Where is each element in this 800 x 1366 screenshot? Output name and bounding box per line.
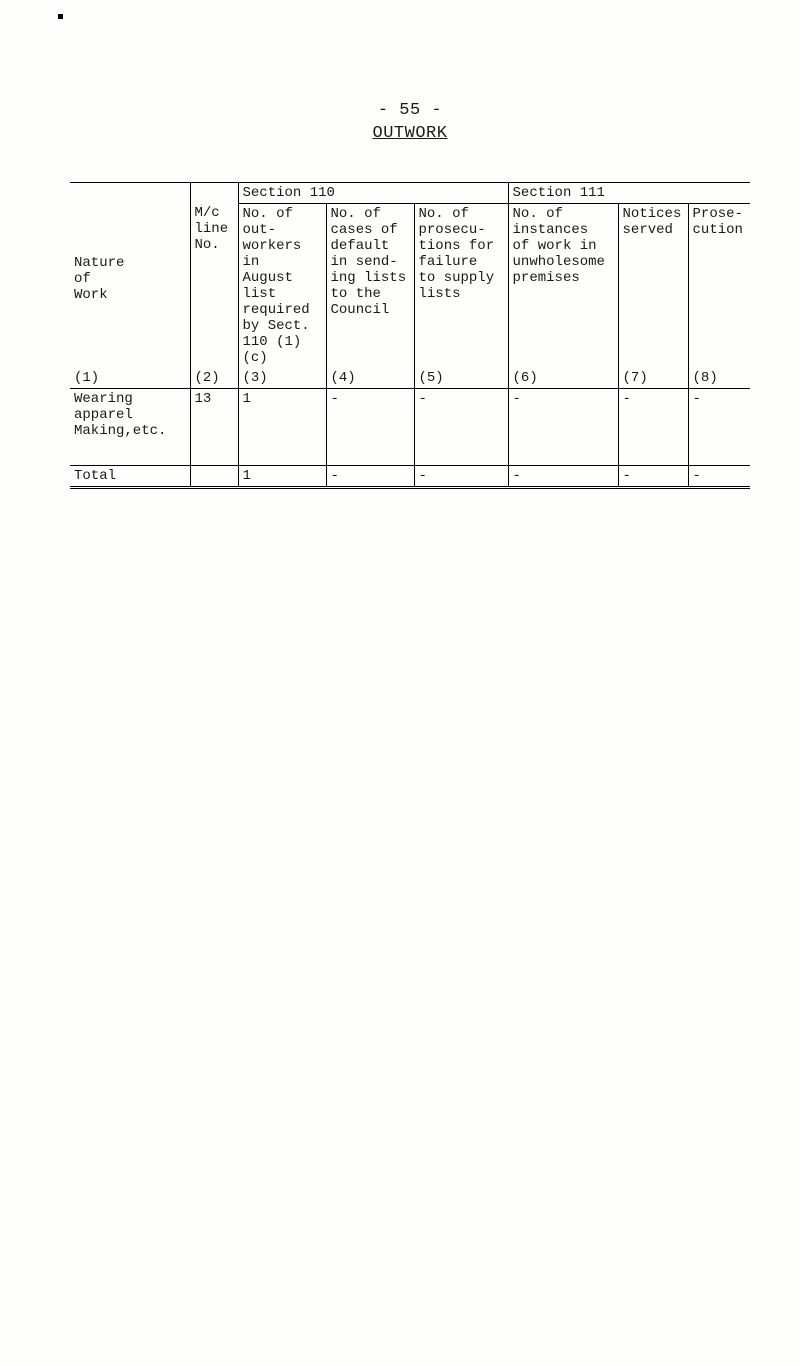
column-headers-row: Nature of Work M/c line No. No. of out- … xyxy=(70,203,750,368)
col-4-head: No. of cases of default in send- ing lis… xyxy=(326,203,414,368)
row-val-2: 13 xyxy=(190,388,238,465)
total-val-7: - xyxy=(618,465,688,487)
total-label: Total xyxy=(70,465,190,487)
idx-8: (8) xyxy=(688,368,750,389)
row-label: Wearing apparel Making,etc. xyxy=(70,388,190,465)
total-val-4: - xyxy=(326,465,414,487)
page: - 55 - OUTWORK Section 110 Section 111 N… xyxy=(0,0,800,1366)
idx-1: (1) xyxy=(70,368,190,389)
section-header-row: Section 110 Section 111 xyxy=(70,182,750,203)
idx-3: (3) xyxy=(238,368,326,389)
total-val-5: - xyxy=(414,465,508,487)
total-val-3: 1 xyxy=(238,465,326,487)
section-110-label: Section 110 xyxy=(238,182,508,203)
col-1-head: Nature of Work xyxy=(70,203,190,368)
col-3-head: No. of out- workers in August list requi… xyxy=(238,203,326,368)
row-val-7: - xyxy=(618,388,688,465)
row-val-5: - xyxy=(414,388,508,465)
page-dot xyxy=(58,14,63,19)
col-2-head: M/c line No. xyxy=(190,203,238,368)
row-val-4: - xyxy=(326,388,414,465)
row-val-6: - xyxy=(508,388,618,465)
page-header: - 55 - OUTWORK xyxy=(70,100,750,146)
idx-4: (4) xyxy=(326,368,414,389)
col-6-head: No. of instances of work in unwholesome … xyxy=(508,203,618,368)
total-row: Total 1 - - - - - xyxy=(70,465,750,487)
idx-7: (7) xyxy=(618,368,688,389)
idx-6: (6) xyxy=(508,368,618,389)
col-5-head: No. of prosecu- tions for failure to sup… xyxy=(414,203,508,368)
blank-cell xyxy=(190,182,238,203)
total-val-2 xyxy=(190,465,238,487)
section-111-label: Section 111 xyxy=(508,182,750,203)
total-val-8: - xyxy=(688,465,750,487)
row-val-8: - xyxy=(688,388,750,465)
page-title: OUTWORK xyxy=(70,123,750,146)
row-val-3: 1 xyxy=(238,388,326,465)
idx-5: (5) xyxy=(414,368,508,389)
outwork-table: Section 110 Section 111 Nature of Work M… xyxy=(70,182,750,489)
blank-cell xyxy=(70,182,190,203)
col-8-head: Prose- cution xyxy=(688,203,750,368)
column-index-row: (1) (2) (3) (4) (5) (6) (7) (8) xyxy=(70,368,750,389)
idx-2: (2) xyxy=(190,368,238,389)
table-row: Wearing apparel Making,etc. 13 1 - - - -… xyxy=(70,388,750,465)
total-val-6: - xyxy=(508,465,618,487)
page-number: - 55 - xyxy=(70,100,750,123)
col-7-head: Notices served xyxy=(618,203,688,368)
col-1-head-text: Nature of Work xyxy=(74,255,124,303)
